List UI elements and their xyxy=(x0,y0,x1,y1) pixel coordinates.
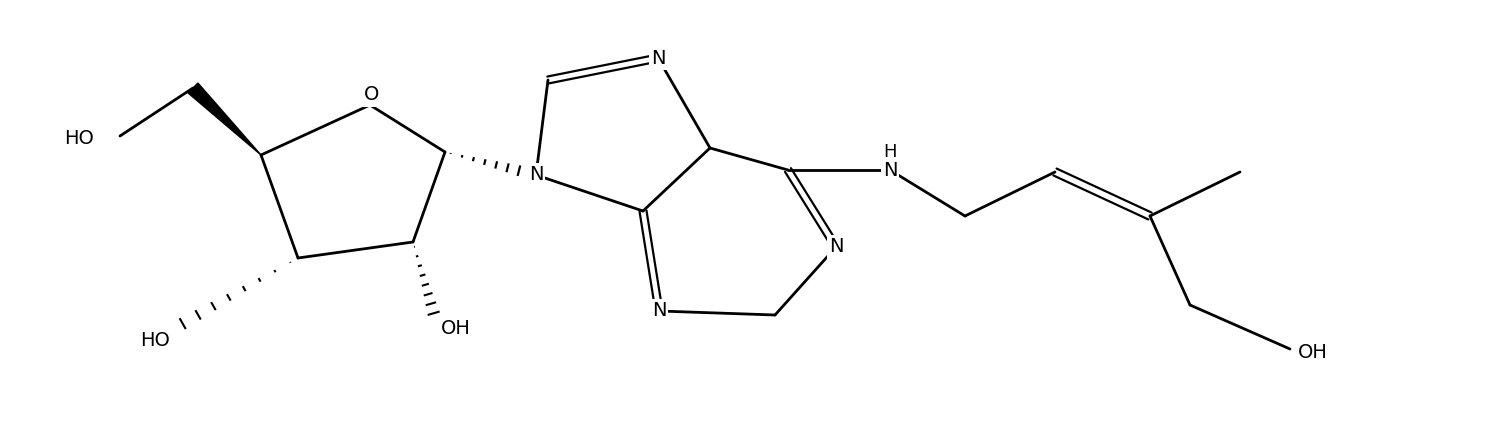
Text: HO: HO xyxy=(64,128,94,148)
Text: N: N xyxy=(828,237,843,257)
Text: O: O xyxy=(364,86,379,104)
Polygon shape xyxy=(189,83,261,155)
Text: OH: OH xyxy=(440,318,470,338)
Text: H: H xyxy=(884,143,897,161)
Text: N: N xyxy=(650,48,665,67)
Text: HO: HO xyxy=(141,330,169,349)
Text: OH: OH xyxy=(1297,343,1327,362)
Text: N: N xyxy=(652,301,667,321)
Text: N: N xyxy=(882,161,897,179)
Text: N: N xyxy=(529,165,544,184)
